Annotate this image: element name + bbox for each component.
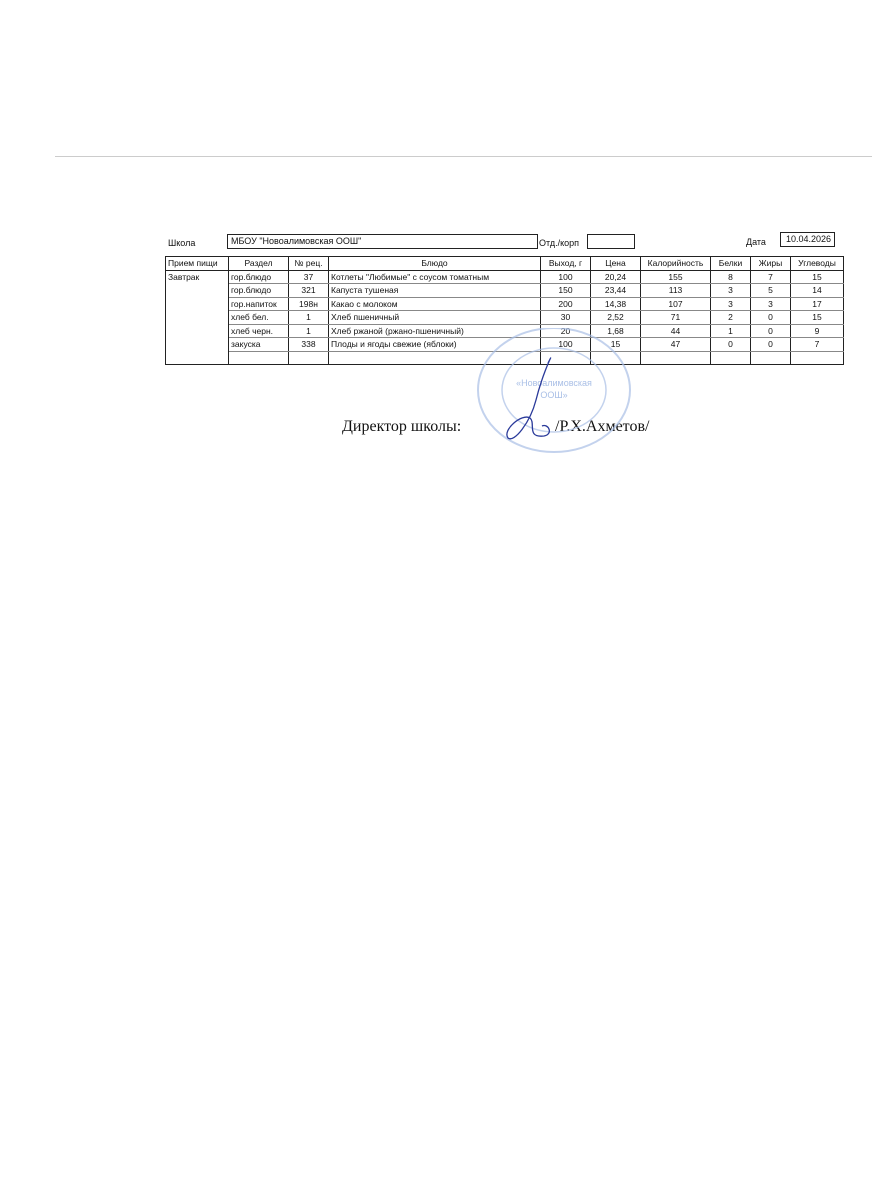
meal-cell — [165, 351, 229, 365]
table-cell: 44 — [640, 323, 711, 338]
signature-name: /Р.Х.Ахметов/ — [555, 418, 650, 435]
table-row: Завтрак гор.блюдо 37 Котлеты "Любимые" с со… — [165, 269, 844, 284]
table-row: хлеб бел. 1 Хлеб пшеничный 30 2,52 71 2 0 15 — [165, 310, 844, 325]
table-cell — [228, 350, 289, 365]
table-row: хлеб черн. 1 Хлеб ржаной (ржано-пшеничный)… — [165, 323, 844, 338]
meal-cell — [165, 297, 229, 311]
col-header: Прием пищи — [165, 256, 229, 271]
col-header: Углеводы — [790, 256, 844, 271]
table-cell: 3 — [750, 296, 791, 311]
table-cell: 5 — [750, 283, 791, 298]
table-cell — [790, 350, 844, 365]
table-cell — [288, 350, 329, 365]
table-cell: 0 — [750, 310, 791, 325]
col-header: Цена — [590, 256, 641, 271]
table-row — [165, 350, 844, 365]
col-header: Белки — [710, 256, 751, 271]
table-cell: 7 — [750, 269, 791, 284]
table-cell: 7 — [790, 337, 844, 352]
meal-cell — [165, 283, 229, 297]
table-cell: гор.блюдо — [228, 269, 289, 284]
table-cell: Какао с молоком — [328, 296, 541, 311]
table-cell: Капуста тушеная — [328, 283, 541, 298]
table-cell: 2,52 — [590, 310, 641, 325]
date-label: Дата — [746, 237, 766, 247]
table-cell: Котлеты "Любимые" с соусом томатным — [328, 269, 541, 284]
signature-scribble — [506, 357, 552, 440]
table-cell: Хлеб ржаной (ржано-пшеничный) — [328, 323, 541, 338]
signature-title: Директор школы: — [342, 418, 462, 435]
school-stamp: «Новоалимовская ООШ» — [477, 328, 631, 453]
col-header: Блюдо — [328, 256, 541, 271]
table-cell: 100 — [540, 269, 591, 284]
dept-field — [587, 234, 635, 249]
table-cell: 200 — [540, 296, 591, 311]
table-cell: 0 — [750, 337, 791, 352]
table-cell: хлеб бел. — [228, 310, 289, 325]
table-cell: 2 — [710, 310, 751, 325]
table-cell: 15 — [790, 269, 844, 284]
table-row: закуска 338 Плоды и ягоды свежие (яблоки) 1… — [165, 337, 844, 352]
col-header: Жиры — [750, 256, 791, 271]
col-header: Раздел — [228, 256, 289, 271]
table-row: гор.напиток 198н Какао с молоком 200 14,38 10… — [165, 296, 844, 311]
table-cell: 14 — [790, 283, 844, 298]
table-cell: 15 — [790, 310, 844, 325]
table-cell: гор.напиток — [228, 296, 289, 311]
table-cell: 8 — [710, 269, 751, 284]
table-cell: 0 — [750, 323, 791, 338]
table-cell: 107 — [640, 296, 711, 311]
table-cell: Хлеб пшеничный — [328, 310, 541, 325]
page-divider — [55, 156, 872, 157]
table-cell — [750, 350, 791, 365]
table-cell: закуска — [228, 337, 289, 352]
meal-cell — [165, 324, 229, 338]
table-cell: 155 — [640, 269, 711, 284]
table-cell: 9 — [790, 323, 844, 338]
school-label: Школа — [168, 238, 196, 248]
menu-table: Прием пищи Раздел № рец. Блюдо Выход, г … — [165, 256, 844, 365]
table-cell: 1,68 — [590, 323, 641, 338]
table-cell: 321 — [288, 283, 329, 298]
table-cell: 1 — [288, 323, 329, 338]
table-cell: 37 — [288, 269, 329, 284]
meal-cell: Завтрак — [165, 269, 229, 284]
table-cell: 113 — [640, 283, 711, 298]
table-row: гор.блюдо 321 Капуста тушеная 150 23,44 113 3 5… — [165, 283, 844, 298]
date-field: 10.04.2026 — [780, 232, 835, 247]
svg-text:ООШ»: ООШ» — [540, 390, 567, 400]
meal-cell — [165, 310, 229, 324]
table-cell: 338 — [288, 337, 329, 352]
table-cell — [710, 350, 751, 365]
meal-cell — [165, 337, 229, 351]
svg-text:«Новоалимовская: «Новоалимовская — [516, 378, 592, 388]
table-cell: 1 — [710, 323, 751, 338]
col-header: Выход, г — [540, 256, 591, 271]
table-cell: 23,44 — [590, 283, 641, 298]
table-cell: 198н — [288, 296, 329, 311]
table-cell: 14,38 — [590, 296, 641, 311]
table-cell: 0 — [710, 337, 751, 352]
col-header: Калорийность — [640, 256, 711, 271]
table-cell: 47 — [640, 337, 711, 352]
table-cell: 150 — [540, 283, 591, 298]
table-cell: 17 — [790, 296, 844, 311]
table-cell: 30 — [540, 310, 591, 325]
table-cell: 1 — [288, 310, 329, 325]
school-field: МБОУ "Новоалимовская ООШ" — [227, 234, 538, 249]
dept-label: Отд./корп — [539, 238, 579, 248]
table-cell: 71 — [640, 310, 711, 325]
table-cell: 3 — [710, 296, 751, 311]
table-cell — [640, 350, 711, 365]
col-header: № рец. — [288, 256, 329, 271]
table-cell: гор.блюдо — [228, 283, 289, 298]
table-header-row: Прием пищи Раздел № рец. Блюдо Выход, г … — [165, 256, 844, 271]
table-cell: 20,24 — [590, 269, 641, 284]
table-cell: 3 — [710, 283, 751, 298]
table-cell: хлеб черн. — [228, 323, 289, 338]
